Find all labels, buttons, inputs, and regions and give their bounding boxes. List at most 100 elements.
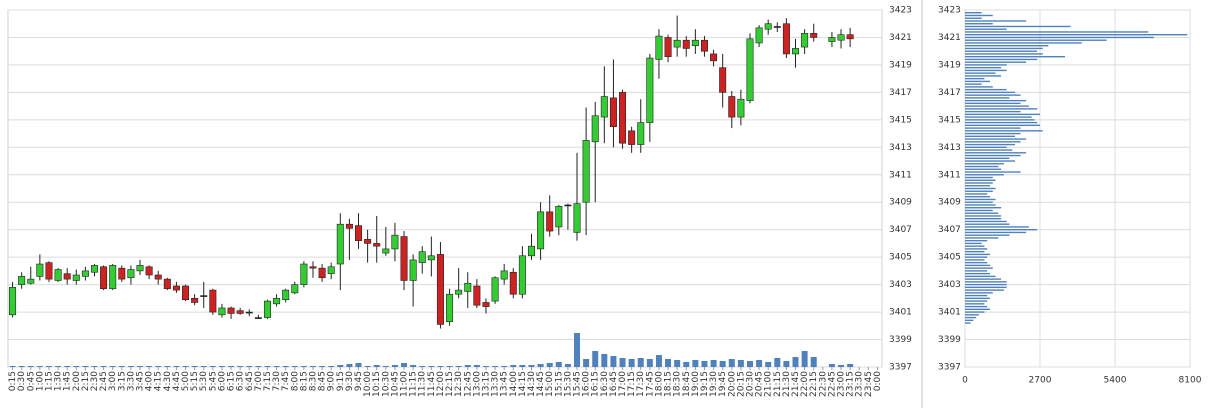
profile-bar	[965, 28, 1007, 30]
profile-bar	[965, 289, 1004, 291]
candle-body	[54, 269, 62, 281]
candle-body	[500, 270, 508, 280]
x-tick-label: 6:45	[245, 371, 255, 391]
profile-bar	[965, 303, 985, 305]
volume-bar	[218, 366, 225, 367]
y-tick-label: 3399	[889, 335, 912, 345]
candle-body	[518, 255, 526, 295]
volume-bar	[373, 365, 380, 367]
profile-bar	[965, 190, 993, 192]
x-tick-label: 19:15	[700, 371, 710, 397]
x-tick-label: 14:15	[518, 371, 528, 397]
volume-bar	[419, 366, 426, 367]
profile-bar	[965, 127, 1021, 129]
volume-bar	[300, 366, 307, 367]
x-tick-label: 9:45	[354, 371, 364, 391]
profile-bar	[965, 132, 1021, 135]
y-tick-label: 3415	[938, 115, 961, 125]
profile-bar	[965, 34, 1188, 36]
volume-bar	[228, 366, 235, 367]
y-tick-label: 3411	[938, 170, 961, 180]
x-tick-label: 9:30	[345, 371, 355, 391]
candle-body	[710, 53, 718, 62]
y-tick-label: 3413	[889, 143, 912, 153]
x-tick-label: 14:00	[509, 371, 519, 397]
x-tick-label: 10:15	[372, 371, 382, 397]
profile-bar	[965, 270, 988, 272]
candle-body	[737, 98, 745, 118]
candle-body	[400, 236, 408, 281]
profile-bar	[965, 242, 982, 245]
profile-bar	[965, 168, 1002, 170]
candle-body	[837, 34, 845, 41]
x-tick-label: 13:00	[472, 371, 482, 397]
x-tick-label: 0	[962, 376, 968, 386]
candle-body	[273, 298, 281, 305]
volume-bar	[437, 366, 444, 367]
candle-body	[254, 317, 262, 319]
x-tick-label: 23:45	[864, 371, 874, 397]
x-tick-label: 22:30	[818, 371, 828, 397]
candle-body	[318, 267, 326, 279]
profile-bar	[965, 294, 988, 297]
candle-body	[27, 278, 35, 284]
volume-bar	[455, 366, 462, 367]
y-tick-label: 3417	[889, 88, 912, 98]
candle-body	[391, 234, 399, 250]
volume-bar	[774, 358, 781, 367]
volume-bar	[564, 364, 571, 367]
y-tick-label: 3413	[938, 143, 961, 153]
candle-body	[127, 269, 135, 279]
profile-bar	[965, 316, 977, 319]
x-tick-label: 5:15	[190, 371, 200, 391]
x-tick-label: 16:00	[582, 371, 592, 397]
x-tick-label: 11:30	[418, 371, 428, 397]
profile-bar	[965, 267, 993, 269]
candle-body	[382, 248, 390, 254]
candle-body	[364, 239, 372, 244]
x-tick-label: 13:15	[481, 371, 491, 397]
profile-bar	[965, 121, 1038, 124]
volume-bar	[410, 365, 417, 367]
profile-bar	[965, 223, 1010, 225]
y-tick-label: 3407	[889, 225, 912, 235]
x-tick-label: 6:00	[217, 371, 227, 391]
profile-bar	[965, 77, 985, 80]
volume-bar	[337, 365, 344, 367]
candle-body	[537, 211, 545, 250]
volume-bar	[182, 366, 189, 367]
candle-body	[792, 48, 800, 55]
candle-body	[63, 273, 71, 280]
y-tick-label: 3409	[938, 198, 961, 208]
y-tick-label: 3423	[938, 6, 961, 16]
candle-body	[546, 211, 554, 232]
profile-bar	[965, 239, 988, 242]
profile-bar	[965, 88, 1007, 91]
volume-bar	[118, 366, 125, 367]
x-tick-label: 20:30	[745, 371, 755, 397]
candle-body	[172, 285, 180, 291]
candle-body	[628, 130, 636, 145]
profile-bar	[965, 209, 993, 212]
profile-bar	[965, 61, 1027, 63]
x-tick-label: 5400	[1104, 376, 1127, 386]
profile-bar	[965, 45, 1049, 47]
x-tick-label: 23:00	[837, 371, 847, 397]
profile-bar	[965, 226, 1029, 228]
x-tick-label: 15:15	[554, 371, 564, 397]
x-tick-label: 2:45	[99, 371, 109, 391]
profile-bar	[965, 234, 1010, 236]
x-tick-label: 15:30	[563, 371, 573, 397]
volume-bar	[737, 360, 744, 367]
profile-bar	[965, 83, 982, 85]
profile-bar	[965, 185, 990, 187]
profile-bar	[965, 113, 1040, 116]
x-tick-label: 10:45	[390, 371, 400, 397]
profile-bar	[965, 25, 1071, 28]
candle-body	[90, 265, 98, 273]
profile-bar	[965, 259, 985, 261]
volume-bar	[200, 366, 207, 367]
candle-body	[846, 34, 854, 40]
profile-bar	[965, 198, 996, 201]
volume-bar	[674, 360, 681, 367]
